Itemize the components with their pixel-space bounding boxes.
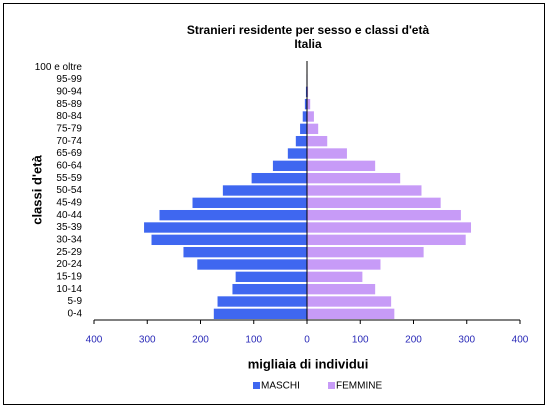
y-tick-label: 50-54 (56, 185, 82, 196)
bar (192, 197, 307, 209)
bar (307, 111, 314, 122)
bar (287, 148, 307, 159)
bar (307, 222, 472, 233)
y-tick-label: 35-39 (56, 222, 82, 233)
bar (304, 98, 307, 110)
x-tick-label: 100 (245, 335, 262, 346)
bar (305, 86, 307, 98)
bar (307, 234, 466, 246)
y-tick-label: 80-84 (56, 111, 82, 122)
y-axis-title: classi d'età (29, 154, 44, 224)
y-tick-label: 100 e oltre (35, 62, 83, 73)
bar (235, 271, 307, 283)
bar (307, 98, 311, 110)
bar (307, 160, 376, 172)
y-tick-label: 85-89 (56, 99, 82, 110)
x-tick-label: 400 (86, 335, 103, 346)
bar (232, 283, 307, 295)
x-tick-label: 200 (405, 335, 422, 346)
legend-swatch (328, 382, 335, 389)
bar (307, 283, 376, 295)
bar (300, 123, 307, 135)
bar (183, 246, 307, 258)
bar (307, 308, 395, 320)
y-tick-label: 0-4 (68, 308, 83, 319)
y-tick-label: 30-34 (56, 234, 82, 245)
bar (302, 111, 307, 122)
bar (159, 209, 307, 221)
x-tick-label: 100 (352, 335, 369, 346)
bar (307, 246, 424, 258)
y-tick-label: 20-24 (56, 259, 82, 270)
bar (307, 185, 422, 196)
x-axis-title: migliaia di individui (248, 356, 369, 371)
bar (272, 160, 307, 172)
chart-title: Stranieri residente per sesso e classi d… (187, 23, 430, 37)
legend-swatch (253, 382, 260, 389)
bar (295, 135, 307, 147)
bar (151, 234, 307, 246)
x-tick-label: 0 (304, 335, 310, 346)
y-tick-label: 60-64 (56, 160, 82, 171)
x-tick-label: 200 (192, 335, 209, 346)
bar (307, 209, 461, 221)
bar (307, 172, 401, 184)
y-tick-label: 70-74 (56, 136, 82, 147)
bar (213, 308, 307, 320)
y-tick-label: 40-44 (56, 210, 82, 221)
y-tick-label: 65-69 (56, 148, 82, 159)
y-tick-label: 95-99 (56, 74, 82, 85)
legend-label: MASCHI (261, 381, 300, 392)
x-tick-label: 300 (458, 335, 475, 346)
bar (307, 259, 381, 270)
bar (307, 135, 328, 147)
bar (197, 259, 307, 270)
bar (307, 271, 363, 283)
y-tick-label: 75-79 (56, 123, 82, 134)
bar (307, 296, 392, 307)
legend-label: FEMMINE (336, 381, 382, 392)
y-tick-label: 5-9 (68, 296, 83, 307)
x-tick-label: 300 (139, 335, 156, 346)
y-tick-label: 45-49 (56, 197, 82, 208)
y-tick-label: 55-59 (56, 173, 82, 184)
bar (307, 86, 309, 98)
chart-subtitle: Italia (294, 37, 322, 51)
y-tick-label: 15-19 (56, 271, 82, 282)
y-tick-label: 10-14 (56, 284, 82, 295)
bar (217, 296, 307, 307)
bar (307, 123, 319, 135)
x-tick-label: 400 (512, 335, 529, 346)
bar (222, 185, 307, 196)
y-tick-label: 90-94 (56, 86, 82, 97)
bar (144, 222, 307, 233)
y-tick-label: 25-29 (56, 247, 82, 258)
bar (307, 148, 347, 159)
bar (251, 172, 307, 184)
bar (307, 197, 441, 209)
